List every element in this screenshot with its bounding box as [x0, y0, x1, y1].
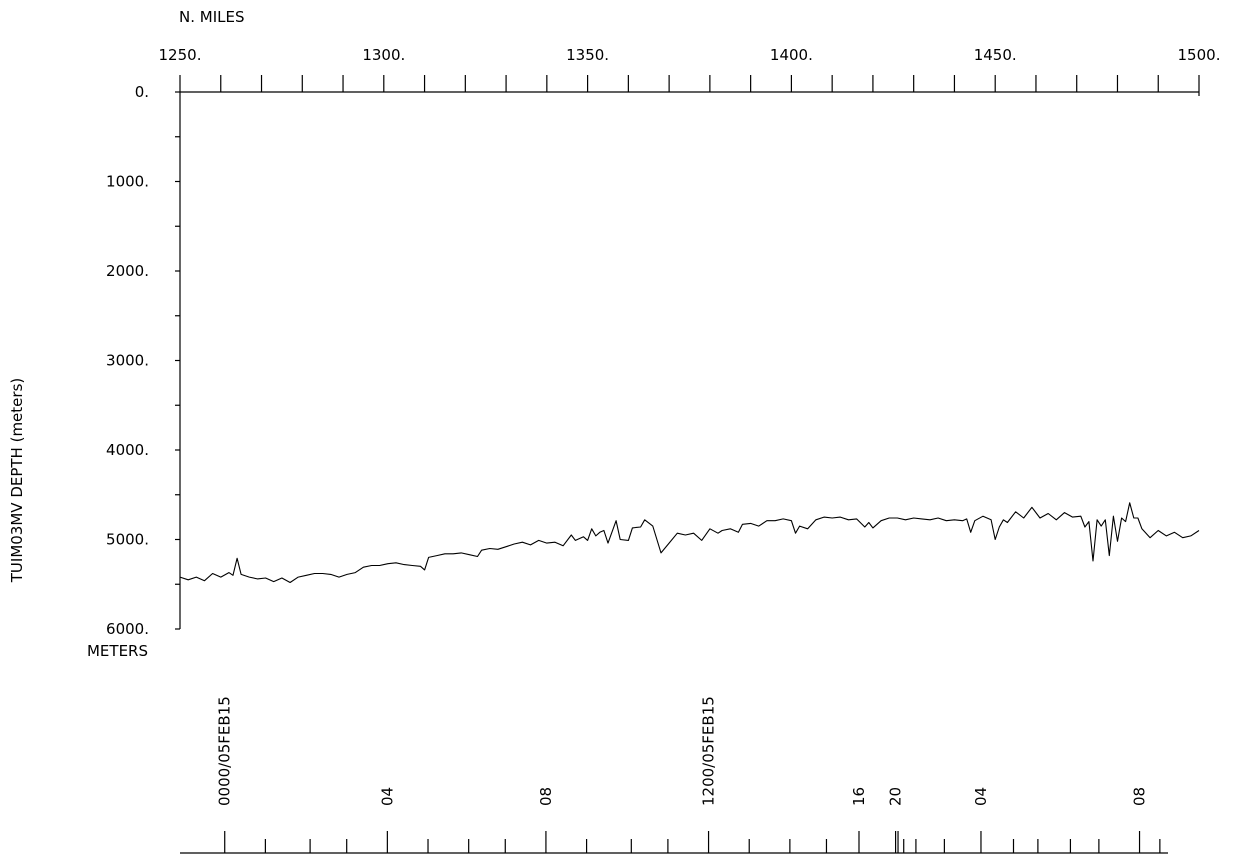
depth-trace — [179, 502, 1200, 584]
y-tick-label: 6000. — [106, 620, 149, 638]
time-label: 08 — [537, 787, 555, 806]
time-label: 16 — [850, 787, 868, 806]
y-tick-label: 3000. — [106, 352, 149, 370]
x-tick-label: 1350. — [566, 46, 609, 64]
nautical-miles-axis: 1250. 1300. 1350. 1400. 1450. 1500. — [159, 46, 1221, 93]
time-label: 04 — [972, 787, 990, 806]
y-tick-label: 1000. — [106, 173, 149, 191]
x-tick-label: 1250. — [159, 46, 202, 64]
y-tick-label: 4000. — [106, 441, 149, 459]
time-label: 04 — [378, 787, 396, 806]
depth-axis: 0. 1000. 2000. 3000. 4000. 5000. 6000. — [106, 83, 1200, 638]
time-axis: 0000/05FEB15 04 08 1200/05FEB15 16 20 04 08 — [180, 696, 1168, 854]
y-tick-label: 0. — [135, 83, 149, 101]
y-tick-label: 5000. — [106, 531, 149, 549]
x-tick-label: 1450. — [974, 46, 1017, 64]
time-label: 20 — [887, 787, 905, 806]
time-label: 0000/05FEB15 — [216, 696, 234, 806]
x-tick-label: 1300. — [362, 46, 405, 64]
y-unit-label: METERS — [87, 642, 148, 660]
y-tick-label: 2000. — [106, 262, 149, 280]
y-axis-label: TUIM03MV DEPTH (meters) — [8, 378, 26, 584]
plot-area — [179, 502, 1200, 584]
x-tick-label: 1400. — [770, 46, 813, 64]
time-label: 1200/05FEB15 — [700, 696, 718, 806]
time-label: 08 — [1131, 787, 1149, 806]
x-axis-label: N. MILES — [179, 8, 244, 26]
x-tick-label: 1500. — [1178, 46, 1221, 64]
